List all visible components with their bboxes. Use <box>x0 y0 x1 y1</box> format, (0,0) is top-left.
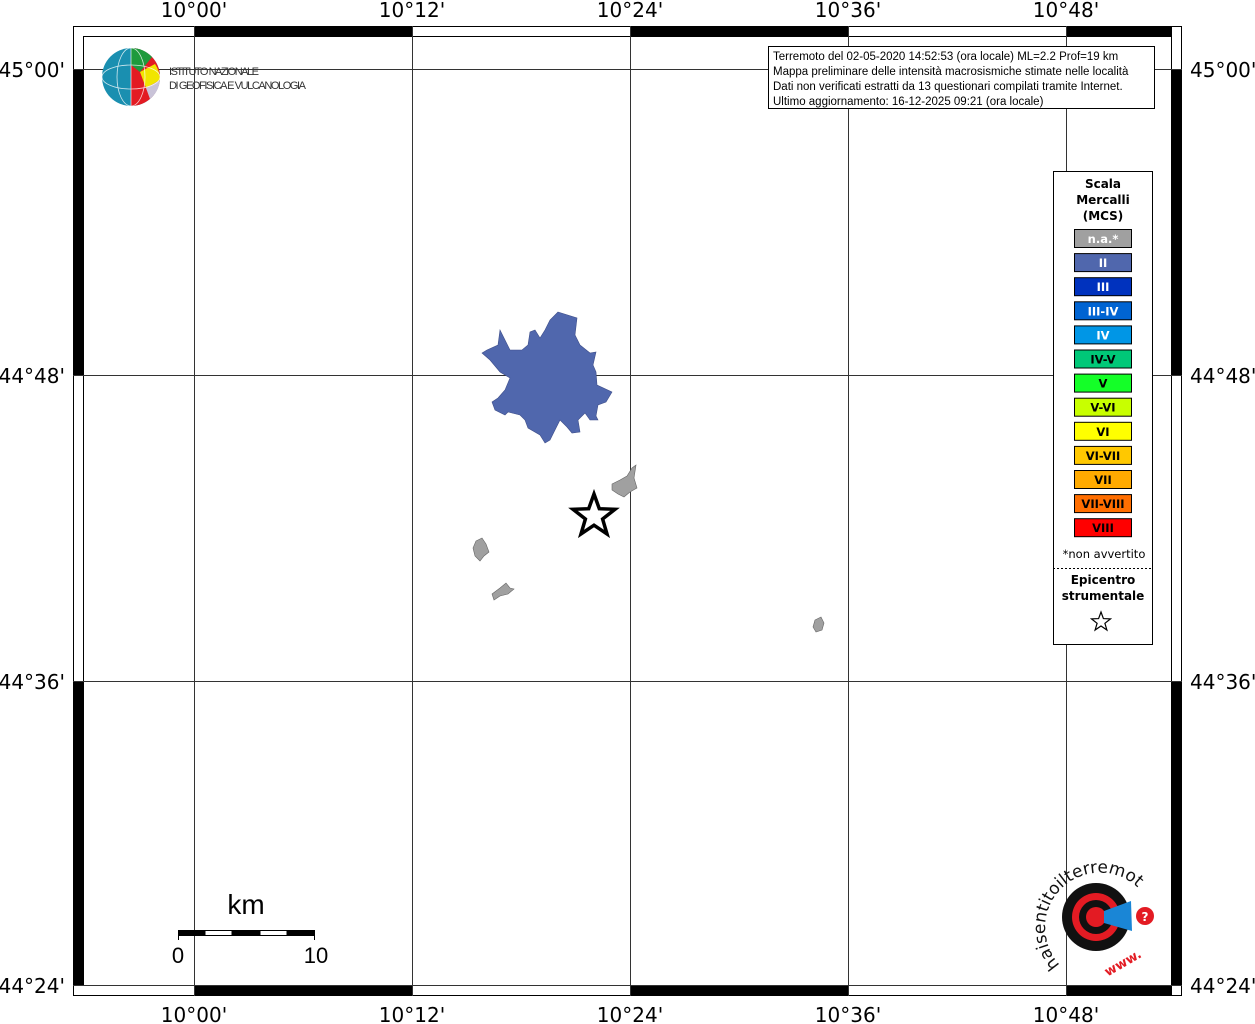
frame-band <box>1172 681 1182 985</box>
frame-band <box>1066 986 1172 996</box>
legend-swatch <box>1074 470 1132 489</box>
bottom-axis-label: 10°24' <box>597 1003 663 1024</box>
top-axis-label: 10°48' <box>1033 0 1099 22</box>
frame-band <box>630 26 848 36</box>
legend-swatch <box>1074 494 1132 514</box>
legend-swatch <box>1074 518 1132 538</box>
area-not-felt[interactable] <box>812 616 825 633</box>
earthquake-info-box: Terremoto del 02-05-2020 14:52:53 (ora l… <box>768 46 1155 109</box>
info-line: Dati non verificati estratti da 13 quest… <box>773 81 1123 93</box>
epicenter-star-icon[interactable] <box>568 488 620 539</box>
mcs-legend: Scala Mercalli (MCS) n.a.*IIIIIIII-IVIVI… <box>1053 171 1153 645</box>
left-axis-label: 44°48' <box>0 364 65 388</box>
legend-swatch-label: III-IV <box>1088 304 1119 318</box>
info-line: Mappa preliminare delle intensità macros… <box>773 66 1129 78</box>
left-axis-label: 45°00' <box>0 58 65 82</box>
bottom-axis-label: 10°12' <box>379 1003 445 1024</box>
legend-title: Mercalli <box>1076 193 1130 207</box>
frame-band <box>630 986 848 996</box>
legend-swatch <box>1074 301 1132 321</box>
legend-swatch-label: n.a.* <box>1088 232 1119 246</box>
legend-footnote: *non avvertito <box>1063 547 1146 561</box>
right-axis-label: 44°24' <box>1190 974 1255 998</box>
map-frame <box>73 26 1182 996</box>
area-intensity-II[interactable] <box>481 311 613 444</box>
info-line: Ultimo aggiornamento: 16-12-2025 09:21 (… <box>773 96 1044 108</box>
legend-swatch <box>1074 445 1132 465</box>
scale-start: 0 <box>172 943 184 968</box>
legend-swatch <box>1074 421 1132 441</box>
legend-swatch <box>1074 253 1132 273</box>
left-axis-label: 44°36' <box>0 670 65 694</box>
frame-band <box>194 986 412 996</box>
epicenter-legend-label: Epicentro <box>1071 573 1136 587</box>
legend-swatch-label: VI-VII <box>1086 449 1121 463</box>
bottom-axis-label: 10°48' <box>1033 1003 1099 1024</box>
frame-band <box>194 26 412 36</box>
svg-text:?: ? <box>1142 910 1149 924</box>
legend-swatch-label: III <box>1097 280 1110 294</box>
legend-swatch-label: VII-VIII <box>1081 497 1124 511</box>
top-axis-label: 10°24' <box>597 0 663 22</box>
legend-swatch <box>1074 397 1132 417</box>
ingv-logo-line2: DI GEOFISICA E VULCANOLOGIA <box>169 80 307 92</box>
legend-swatch <box>1074 277 1132 297</box>
municipality-areas <box>472 311 825 633</box>
legend-swatch-label: IV <box>1096 328 1109 342</box>
top-axis-label: 10°12' <box>379 0 445 22</box>
epicenter-legend-label: strumentale <box>1062 589 1145 603</box>
legend-swatch <box>1074 325 1132 345</box>
legend-swatch-label: V <box>1099 377 1108 391</box>
legend-swatch-label: VII <box>1094 473 1111 487</box>
legend-swatch-label: V-VI <box>1090 401 1115 415</box>
scale-end: 10 <box>304 943 328 968</box>
top-axis-label: 10°36' <box>815 0 881 22</box>
legend-swatch-label: II <box>1099 256 1108 270</box>
legend-swatch-label: VIII <box>1092 521 1114 535</box>
right-axis-label: 44°48' <box>1190 364 1255 388</box>
legend-swatch <box>1074 349 1132 369</box>
legend-title: (MCS) <box>1083 209 1124 223</box>
legend-swatch <box>1074 373 1132 393</box>
legend-swatch-label: IV-V <box>1090 353 1115 367</box>
legend-swatch <box>1074 229 1132 248</box>
scale-unit: km <box>227 889 264 920</box>
left-axis-label: 44°24' <box>0 974 65 998</box>
scale-bar: km 0 10 <box>172 889 328 968</box>
area-not-felt[interactable] <box>611 464 638 498</box>
frame-band <box>1066 26 1172 36</box>
legend-star-icon <box>1089 610 1113 632</box>
bottom-axis-label: 10°00' <box>161 1003 227 1024</box>
legend-swatch-label: VI <box>1096 425 1109 439</box>
frame-outer <box>73 26 1182 996</box>
bottom-axis-label: 10°36' <box>815 1003 881 1024</box>
right-axis-label: 45°00' <box>1190 58 1255 82</box>
ingv-logo-line1: ISTITUTO NAZIONALE <box>169 66 259 78</box>
frame-band <box>1172 69 1182 375</box>
right-axis-label: 44°36' <box>1190 670 1255 694</box>
ingv-logo: ISTITUTO NAZIONALE DI GEOFISICA E VULCAN… <box>101 47 307 107</box>
info-line: Terremoto del 02-05-2020 14:52:53 (ora l… <box>773 51 1118 63</box>
area-not-felt[interactable] <box>472 537 490 562</box>
legend-title: Scala <box>1085 177 1121 191</box>
frame-band <box>73 681 83 985</box>
top-axis-label: 10°00' <box>161 0 227 22</box>
area-not-felt[interactable] <box>491 582 515 601</box>
frame-band <box>73 69 83 375</box>
